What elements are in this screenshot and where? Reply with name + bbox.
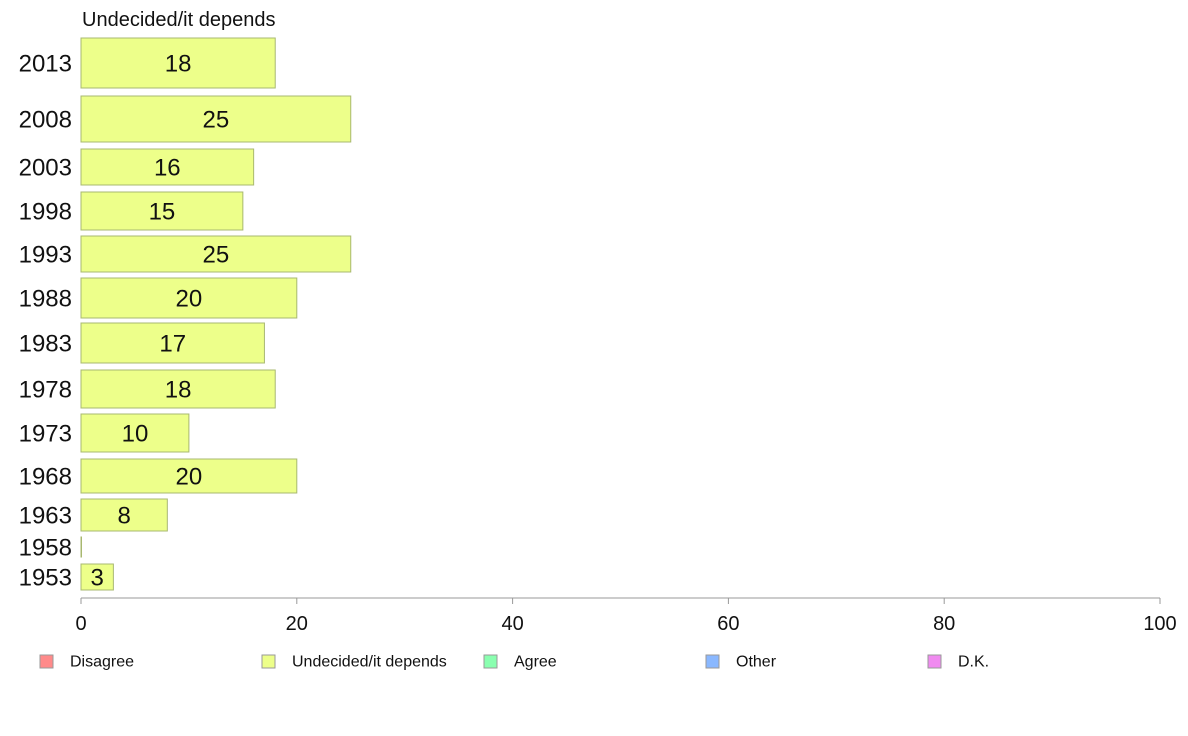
category-label: 1978 xyxy=(19,377,72,404)
x-tick-label: 0 xyxy=(75,613,86,635)
category-label: 2003 xyxy=(19,155,72,182)
bar-2003 xyxy=(80,148,255,186)
legend-swatch xyxy=(261,654,276,669)
bar-1973 xyxy=(80,413,190,453)
x-tick-label: 100 xyxy=(1143,613,1176,635)
bar-value-label: 17 xyxy=(159,331,186,358)
bar-value-label: 10 xyxy=(122,421,149,448)
category-label: 2013 xyxy=(19,51,72,78)
bar-1958 xyxy=(80,536,82,558)
category-label: 1998 xyxy=(19,199,72,226)
x-tick-label: 40 xyxy=(501,613,523,635)
category-label: 1968 xyxy=(19,464,72,491)
category-label: 1988 xyxy=(19,286,72,313)
chart-title: Undecided/it depends xyxy=(82,9,275,31)
legend-label: D.K. xyxy=(958,654,989,671)
bar-value-label: 18 xyxy=(165,51,192,78)
bar-value-label: 25 xyxy=(203,107,230,134)
bar-1963 xyxy=(80,498,168,532)
bar-2008 xyxy=(80,95,352,143)
bar-1968 xyxy=(80,458,298,494)
x-tick-label: 20 xyxy=(286,613,308,635)
category-label: 2008 xyxy=(19,107,72,134)
category-labels: 2013 2008 2003 1998 1993 1988 1983 1978 1973 1968… xyxy=(19,51,72,592)
legend-label: Other xyxy=(736,654,777,671)
category-label: 1953 xyxy=(19,565,72,592)
legend-label: Disagree xyxy=(70,654,134,671)
category-label: 1983 xyxy=(19,331,72,358)
legend-swatch xyxy=(483,654,498,669)
x-axis: 0 20 40 60 80 100 xyxy=(75,597,1177,635)
category-label: 1993 xyxy=(19,242,72,269)
bar-value-label: 8 xyxy=(117,503,130,530)
bar-1983 xyxy=(80,322,265,364)
bar-1953 xyxy=(80,563,114,591)
category-label: 1958 xyxy=(19,535,72,562)
bar-value-label: 18 xyxy=(165,377,192,404)
bar-2013 xyxy=(80,37,276,89)
bar-value-label: 15 xyxy=(149,199,176,226)
legend-swatch xyxy=(39,654,54,669)
bar-value-label: 16 xyxy=(154,155,181,182)
bar-1978 xyxy=(80,369,276,409)
category-label: 1973 xyxy=(19,421,72,448)
bar-value-label: 3 xyxy=(91,565,104,592)
bar-1988 xyxy=(80,277,298,319)
bar-value-label: 20 xyxy=(176,464,203,491)
bar-value-label: 20 xyxy=(176,286,203,313)
x-tick-label: 80 xyxy=(933,613,955,635)
legend-label: Undecided/it depends xyxy=(292,654,447,671)
bar-1993 xyxy=(80,235,352,273)
bar-value-label: 25 xyxy=(203,242,230,269)
x-tick-label: 60 xyxy=(717,613,739,635)
legend-swatch xyxy=(705,654,720,669)
legend-label: Agree xyxy=(514,654,557,671)
legend-swatch xyxy=(927,654,942,669)
category-label: 1963 xyxy=(19,503,72,530)
bar-1998 xyxy=(80,191,244,231)
legend: Disagree Undecided/it depends Agree Other D.… xyxy=(39,654,989,671)
